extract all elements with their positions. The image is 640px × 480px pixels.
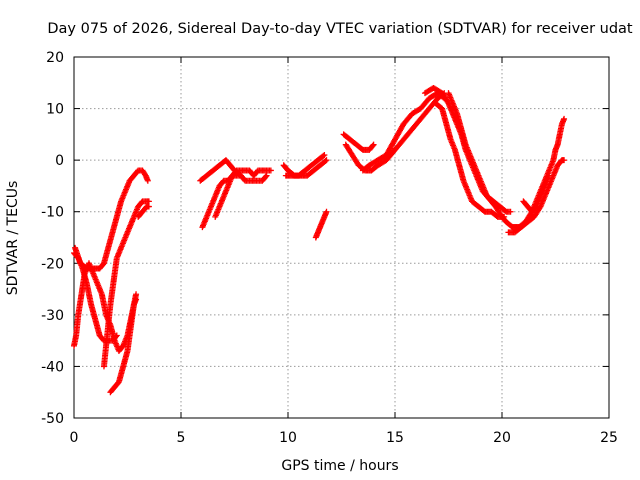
y-tick-label: -20 [41,256,64,272]
y-tick-label: -10 [41,205,64,221]
data-point [322,158,329,165]
data-point [112,333,119,340]
x-tick-label: 15 [386,430,404,446]
data-point [145,203,152,210]
x-axis-label: GPS time / hours [281,458,398,474]
data-point [561,157,568,164]
x-tick-label: 25 [600,430,618,446]
data-points [71,84,568,396]
y-tick-label: 20 [46,50,64,66]
data-point [113,332,120,339]
tick-marks [73,56,610,419]
data-point [546,172,553,179]
data-point [323,208,330,215]
x-tick-labels: 0 5 10 15 20 25 [70,430,618,446]
x-tick-label: 0 [70,430,79,446]
y-axis-label: SDTVAR / TECUs [5,181,21,296]
x-tick-label: 20 [493,430,511,446]
data-point [262,173,269,180]
data-point [133,291,140,298]
grid-lines [74,57,609,418]
y-tick-labels: 20 10 0 -10 -20 -30 -40 -50 [41,50,64,427]
data-point [144,177,151,184]
data-point [237,172,244,179]
chart-title: Day 075 of 2026, Sidereal Day-to-day VTE… [47,21,633,37]
x-tick-label: 5 [177,430,186,446]
data-point [323,157,330,164]
data-point [320,152,327,159]
plot-frame [73,56,610,419]
y-tick-label: 0 [55,153,64,169]
x-tick-label: 10 [279,430,297,446]
data-point [369,142,376,149]
data-point [145,198,152,205]
data-point [267,167,274,174]
y-tick-label: -50 [41,411,64,427]
data-point [133,296,140,303]
data-point [507,208,514,215]
data-point [561,115,568,122]
y-tick-label: -40 [41,359,64,375]
data-point [370,141,377,148]
y-tick-label: -30 [41,308,64,324]
data-point [321,151,328,158]
data-point [236,171,243,178]
data-point [263,172,270,179]
y-tick-label: 10 [46,102,64,118]
